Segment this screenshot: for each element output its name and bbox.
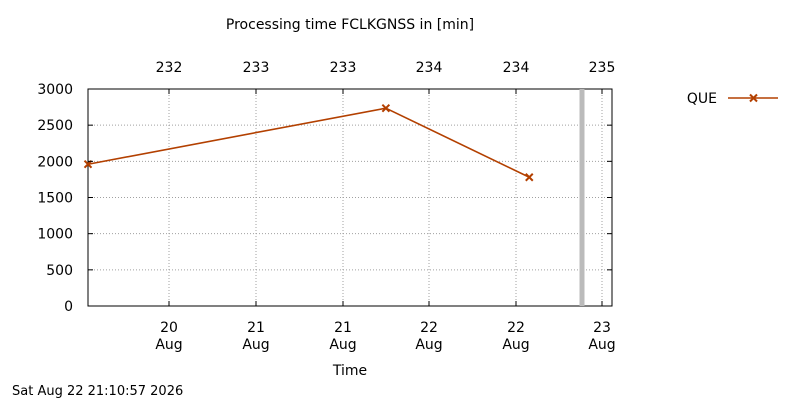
x-top-tick-label: 234 bbox=[416, 60, 443, 76]
data-point-stroke-b bbox=[83, 160, 93, 169]
x-tick-label-day: 22 bbox=[507, 320, 525, 336]
data-point bbox=[381, 103, 391, 113]
tick-layer: 05001000150020002500300020Aug23221Aug233… bbox=[37, 60, 615, 353]
legend-marker-b bbox=[749, 93, 758, 103]
x-top-tick-label: 233 bbox=[330, 60, 357, 76]
legend-label: QUE bbox=[687, 91, 717, 107]
x-axis-label: Time bbox=[332, 363, 367, 379]
x-tick-label-month: Aug bbox=[155, 337, 182, 353]
footer-timestamp: Sat Aug 22 21:10:57 2026 bbox=[12, 384, 183, 399]
y-tick-label: 3000 bbox=[37, 82, 73, 98]
data-point-stroke-b bbox=[525, 173, 534, 182]
x-tick-label-month: Aug bbox=[329, 337, 356, 353]
series-line-que bbox=[87, 107, 530, 178]
y-tick-label: 1500 bbox=[37, 191, 73, 207]
y-tick-label: 0 bbox=[64, 299, 73, 315]
x-tick-label-day: 21 bbox=[247, 320, 265, 336]
y-tick-label: 1000 bbox=[37, 227, 73, 243]
x-tick-label-month: Aug bbox=[242, 337, 269, 353]
grid-layer bbox=[88, 89, 612, 306]
data-point bbox=[525, 173, 534, 182]
x-top-tick-label: 234 bbox=[503, 60, 530, 76]
y-tick-label: 2000 bbox=[37, 154, 73, 170]
legend: QUE bbox=[687, 91, 778, 107]
x-tick-label-day: 21 bbox=[334, 320, 352, 336]
x-tick-label-month: Aug bbox=[415, 337, 442, 353]
x-tick-label-day: 23 bbox=[593, 320, 611, 336]
data-point-stroke-b bbox=[381, 103, 391, 113]
x-tick-label-month: Aug bbox=[588, 337, 615, 353]
x-tick-label-day: 20 bbox=[160, 320, 178, 336]
series-layer bbox=[83, 103, 534, 182]
x-tick-label-day: 22 bbox=[420, 320, 438, 336]
y-tick-label: 2500 bbox=[37, 118, 73, 134]
x-top-tick-label: 235 bbox=[589, 60, 616, 76]
x-tick-label-month: Aug bbox=[502, 337, 529, 353]
data-point bbox=[83, 160, 93, 169]
y-tick-label: 500 bbox=[46, 263, 73, 279]
x-top-tick-label: 232 bbox=[156, 60, 183, 76]
x-top-tick-label: 233 bbox=[243, 60, 270, 76]
chart-title: Processing time FCLKGNSS in [min] bbox=[226, 17, 474, 33]
